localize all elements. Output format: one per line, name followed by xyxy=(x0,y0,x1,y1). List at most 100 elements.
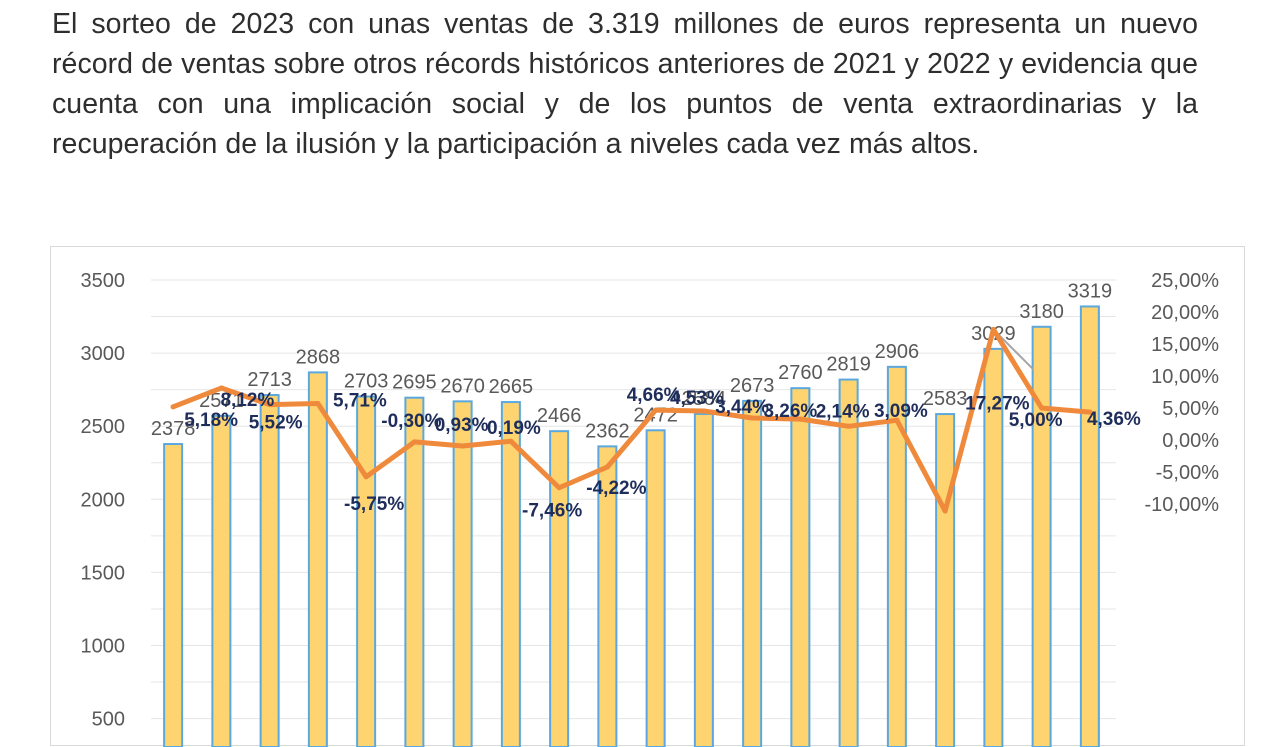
pct-value-label: 3,26% xyxy=(763,401,817,422)
left-axis-tick: 1000 xyxy=(81,636,126,658)
intro-paragraph: El sorteo de 2023 con unas ventas de 3.3… xyxy=(52,8,1198,160)
left-axis-tick: 500 xyxy=(92,709,125,731)
pct-value-label: 3,09% xyxy=(874,401,928,422)
line-point xyxy=(315,400,321,406)
right-axis-tick: 5,00% xyxy=(1162,398,1219,420)
pct-value-label: -5,75% xyxy=(344,494,404,515)
line-point xyxy=(170,404,176,410)
bar-value-label: 2670 xyxy=(440,375,485,397)
bar xyxy=(790,387,811,747)
bar xyxy=(163,443,184,747)
pct-value-label: 4,36% xyxy=(1087,409,1141,430)
bar-value-label: 2584 xyxy=(682,388,727,410)
bar xyxy=(1079,305,1100,747)
right-axis-tick: -10,00% xyxy=(1145,494,1220,516)
bar-value-label: 2583 xyxy=(923,388,968,410)
bar xyxy=(404,396,425,747)
left-axis: 3500 3000 2500 2000 1500 1000 500 xyxy=(81,270,126,731)
bar xyxy=(356,395,377,747)
pct-change-line xyxy=(170,326,1093,514)
line-point xyxy=(460,443,466,449)
pct-value-label: 5,52% xyxy=(249,413,303,434)
line-point xyxy=(701,408,707,414)
bar-value-label: 2673 xyxy=(730,375,775,397)
line-point xyxy=(363,474,369,480)
pct-value-label: 0,93% xyxy=(435,415,489,436)
bar-value-label: 2703 xyxy=(344,371,389,393)
line-point xyxy=(942,508,948,514)
bar xyxy=(452,400,473,747)
pct-value-label: 2,14% xyxy=(816,401,870,422)
right-axis-tick: 20,00% xyxy=(1151,302,1219,324)
line-point xyxy=(1087,409,1093,415)
bar-value-label: 2362 xyxy=(585,420,630,442)
line-point xyxy=(894,417,900,423)
bar-series xyxy=(163,305,1100,747)
left-axis-tick: 1500 xyxy=(81,562,126,584)
right-axis-tick: 25,00% xyxy=(1151,270,1219,292)
line-point xyxy=(556,485,562,491)
left-axis-tick: 3500 xyxy=(81,270,126,292)
bar-value-label: 2665 xyxy=(489,376,534,398)
bar-value-label: 2378 xyxy=(151,418,196,440)
bar xyxy=(693,412,714,747)
bar-value-label: 2466 xyxy=(537,405,582,427)
line-point xyxy=(508,438,514,444)
pct-value-labels: 5,18%8,12%5,52% 5,71% -5,75% -0,30%0,93%0,1… xyxy=(184,385,1141,522)
bar-value-label: 2713 xyxy=(247,369,292,391)
right-axis: 25,00% 20,00% 15,00% 10,00% 5,00% 0,00% -5,00%… xyxy=(1145,270,1220,516)
sales-chart: 3500 3000 2500 2000 1500 1000 500 25,00% 20,00%… xyxy=(50,246,1245,747)
right-axis-tick: 0,00% xyxy=(1162,430,1219,452)
pct-value-label: 4,53% xyxy=(670,388,724,409)
bar-value-label: 3180 xyxy=(1019,301,1064,323)
bar-value-label: 2906 xyxy=(875,341,920,363)
pct-value-label: 5,18% xyxy=(184,410,238,431)
pct-value-label: 0,19% xyxy=(487,418,541,439)
left-axis-tick: 2000 xyxy=(81,489,126,511)
right-axis-tick: 15,00% xyxy=(1151,334,1219,356)
bar-value-label: 2760 xyxy=(778,362,823,384)
pct-value-label: 5,71% xyxy=(333,390,387,411)
bar xyxy=(259,394,280,747)
bar-value-label: 2571 xyxy=(199,390,244,412)
bar xyxy=(983,347,1004,747)
line-point xyxy=(846,423,852,429)
line-point xyxy=(267,402,273,408)
bar-value-label: 3319 xyxy=(1068,280,1113,302)
line-point xyxy=(797,416,803,422)
bar xyxy=(935,413,956,747)
line-series xyxy=(170,326,1093,514)
left-axis-tick: 2500 xyxy=(81,416,126,438)
bar xyxy=(211,414,232,747)
bar xyxy=(742,399,763,747)
line-point xyxy=(749,415,755,421)
combo-chart-svg: 3500 3000 2500 2000 1500 1000 500 25,00% 20,00%… xyxy=(81,270,1220,747)
pct-value-label: -0,30% xyxy=(381,411,441,432)
bar xyxy=(500,401,521,747)
bar xyxy=(549,430,570,747)
left-axis-tick: 3000 xyxy=(81,343,126,365)
pct-value-label: 5,00% xyxy=(1009,410,1063,431)
line-point xyxy=(1039,405,1045,411)
pct-value-label: 3,44% xyxy=(715,397,769,418)
bar-value-label: 2868 xyxy=(296,346,341,368)
bar xyxy=(645,429,666,747)
line-point xyxy=(990,326,996,332)
right-axis-tick: -5,00% xyxy=(1156,462,1220,484)
line-point xyxy=(218,385,224,391)
pct-value-label: -4,22% xyxy=(586,478,646,499)
pct-value-label: 8,12% xyxy=(220,390,274,411)
pct-value-label: -7,46% xyxy=(522,501,582,522)
bar xyxy=(307,371,328,747)
bar-value-label: 2695 xyxy=(392,372,437,394)
pct-value-label: 17,27% xyxy=(965,393,1030,414)
pct-value-label: 4,66% xyxy=(627,385,681,406)
line-point xyxy=(604,464,610,470)
line-point xyxy=(411,439,417,445)
line-point xyxy=(653,407,659,413)
bar xyxy=(838,378,859,747)
right-axis-tick: 10,00% xyxy=(1151,366,1219,388)
bar-value-label: 2819 xyxy=(826,354,871,376)
bar xyxy=(1031,325,1052,747)
